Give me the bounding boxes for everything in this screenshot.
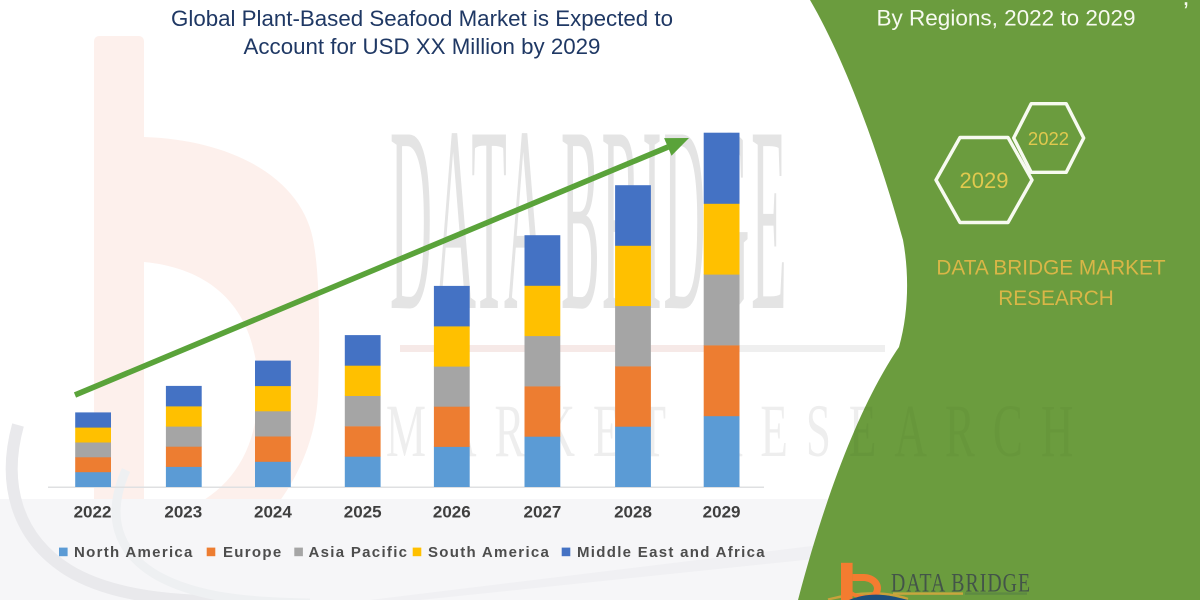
svg-text:DATA BRIDGE: DATA BRIDGE <box>891 568 1031 597</box>
svg-text:2024: 2024 <box>254 503 292 522</box>
svg-text:2025: 2025 <box>344 503 382 522</box>
svg-text:Europe: Europe <box>223 544 282 561</box>
svg-text:2027: 2027 <box>523 503 561 522</box>
svg-text:Account for USD XX Million by: Account for USD XX Million by 2029 <box>244 34 601 59</box>
svg-text:By Regions, 2022 to 2029: By Regions, 2022 to 2029 <box>877 6 1136 31</box>
svg-text:2029: 2029 <box>960 168 1009 193</box>
svg-text:Global Plant-Based Seafood Mar: Global Plant-Based Seafood Market is Exp… <box>171 6 673 31</box>
svg-text:,: , <box>1182 0 1189 11</box>
svg-text:2028: 2028 <box>614 503 652 522</box>
svg-text:2022: 2022 <box>74 503 112 522</box>
svg-text:South America: South America <box>428 544 550 561</box>
svg-text:2023: 2023 <box>164 503 202 522</box>
svg-text:Middle East and Africa: Middle East and Africa <box>577 544 766 561</box>
svg-text:2029: 2029 <box>703 503 741 522</box>
svg-text:North America: North America <box>74 544 194 561</box>
svg-text:2022: 2022 <box>1028 128 1069 149</box>
svg-text:RESEARCH: RESEARCH <box>998 287 1114 310</box>
svg-text:DATA BRIDGE MARKET: DATA BRIDGE MARKET <box>936 257 1165 280</box>
svg-text:2026: 2026 <box>433 503 471 522</box>
svg-text:Asia Pacific: Asia Pacific <box>309 544 409 561</box>
